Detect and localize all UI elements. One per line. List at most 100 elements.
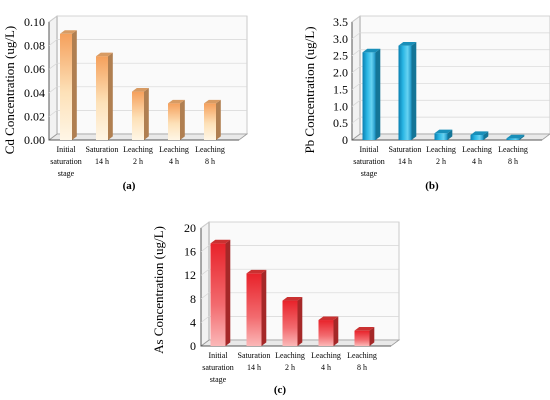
y-tick-label: 12 [184, 268, 196, 282]
back-wall [359, 15, 550, 135]
y-axis-label-b: Pb Concentration (ug/L) [302, 26, 317, 153]
bar-top [470, 131, 489, 135]
y-tick-label: 0.08 [24, 39, 45, 53]
bar-side [108, 52, 113, 141]
bar-side [447, 129, 453, 140]
bar [318, 316, 339, 346]
x-tick-label: Initial saturation stage [353, 145, 385, 178]
back-wall [208, 221, 400, 341]
bar-front [132, 91, 144, 140]
x-tick-label: Leaching 8 h [347, 351, 377, 372]
chart-panel-b: 0 0.5 1.0 1.5 2.0 2.5 3.0 3.5 Initial saturation… [302, 15, 550, 192]
bar-side [180, 99, 185, 140]
gridlines-a [48, 15, 247, 117]
bar-top [60, 30, 77, 34]
bar [362, 48, 381, 140]
y-tick-label: 1.5 [333, 82, 348, 96]
bar-side [483, 131, 489, 140]
gridline [48, 86, 247, 94]
gridline [200, 221, 399, 229]
bar-top [506, 134, 525, 139]
bar-front [354, 330, 370, 346]
y-tick-label: 1.0 [333, 99, 348, 113]
bars-c [210, 239, 375, 346]
x-tick-label: Leaching 2 h [275, 351, 305, 372]
bar [132, 88, 149, 140]
gridline [200, 268, 399, 276]
y-tick-label: 4 [190, 315, 196, 329]
bar-side [519, 134, 525, 140]
bar-front [434, 133, 448, 140]
bar-front [506, 138, 520, 140]
x-tick-label: Initial saturation stage [50, 145, 82, 178]
bar [168, 99, 185, 140]
y-tick-label: 0 [190, 339, 196, 353]
bar-top [168, 99, 185, 104]
y-axis-label-c: As Concentration (ug/L) [151, 226, 166, 354]
y-tick-label: 20 [184, 221, 196, 235]
y-tick-labels-a: 0.00 0.02 0.04 0.06 0.08 0.10 [24, 15, 45, 147]
bar [210, 239, 231, 346]
bar-side [375, 48, 381, 140]
side-wall [48, 15, 58, 141]
bar-front [168, 103, 180, 140]
bar-front [60, 33, 72, 140]
bar-top [434, 129, 453, 134]
y-tick-label: 3.5 [333, 15, 348, 29]
x-tick-label: Saturation 14 h [86, 145, 119, 166]
bar-top [204, 99, 221, 104]
gridline [200, 245, 399, 252]
bar [398, 42, 417, 140]
x-tick-label: Saturation 14 h [389, 145, 422, 166]
gridline [351, 32, 550, 40]
side-wall [200, 221, 210, 347]
bar-side [225, 239, 231, 346]
bar-front [246, 273, 262, 346]
y-tick-label: 0.5 [333, 116, 348, 130]
x-tick-label: Leaching 4 h [311, 351, 341, 372]
gridline [351, 15, 550, 23]
bar-top [354, 327, 375, 331]
bar-side [144, 88, 149, 140]
x-tick-label: Leaching 2 h [123, 145, 153, 166]
side-wall [351, 15, 361, 141]
x-tick-label: Leaching 8 h [498, 145, 528, 166]
bar-side [333, 316, 339, 346]
y-tick-label: 8 [190, 292, 196, 306]
bar-front [282, 300, 298, 346]
bar-front [318, 320, 334, 346]
bar-side [369, 327, 375, 346]
bar-front [470, 134, 484, 140]
bar [96, 52, 113, 141]
y-tick-label: 0.06 [24, 62, 45, 76]
bar [470, 131, 489, 140]
chart-panel-c: 0 4 8 12 16 20 Initial saturation stageSaturati… [151, 221, 401, 396]
bar [506, 134, 525, 140]
gridline [351, 116, 550, 124]
bar-side [216, 99, 221, 140]
x-tick-label: Leaching 4 h [159, 145, 189, 166]
bar-front [204, 103, 216, 140]
y-tick-label: 16 [184, 245, 196, 259]
x-tick-label: Saturation 14 h [238, 351, 271, 372]
gridline [48, 62, 247, 70]
y-tick-labels-c: 0 4 8 12 16 20 [184, 221, 196, 353]
bar-side [297, 296, 303, 346]
bar-top [132, 88, 149, 92]
bar-top [246, 269, 267, 274]
gridline [48, 39, 247, 46]
gridline [351, 66, 550, 73]
y-tick-label: 3.0 [333, 32, 348, 46]
panel-label-a: (a) [123, 180, 136, 192]
bars-b [362, 42, 525, 140]
bar-front [398, 45, 412, 140]
gridlines-b [351, 15, 550, 124]
chart-panel-a: 0.00 0.02 0.04 0.06 0.08 0.10 Initial saturati… [2, 15, 249, 192]
panel-label-b: (b) [425, 180, 439, 192]
gridlines-c [200, 221, 399, 323]
x-tick-label: Initial saturation stage [202, 351, 234, 384]
bar-front [96, 56, 108, 140]
gridline [351, 49, 550, 56]
gridline [200, 292, 399, 300]
